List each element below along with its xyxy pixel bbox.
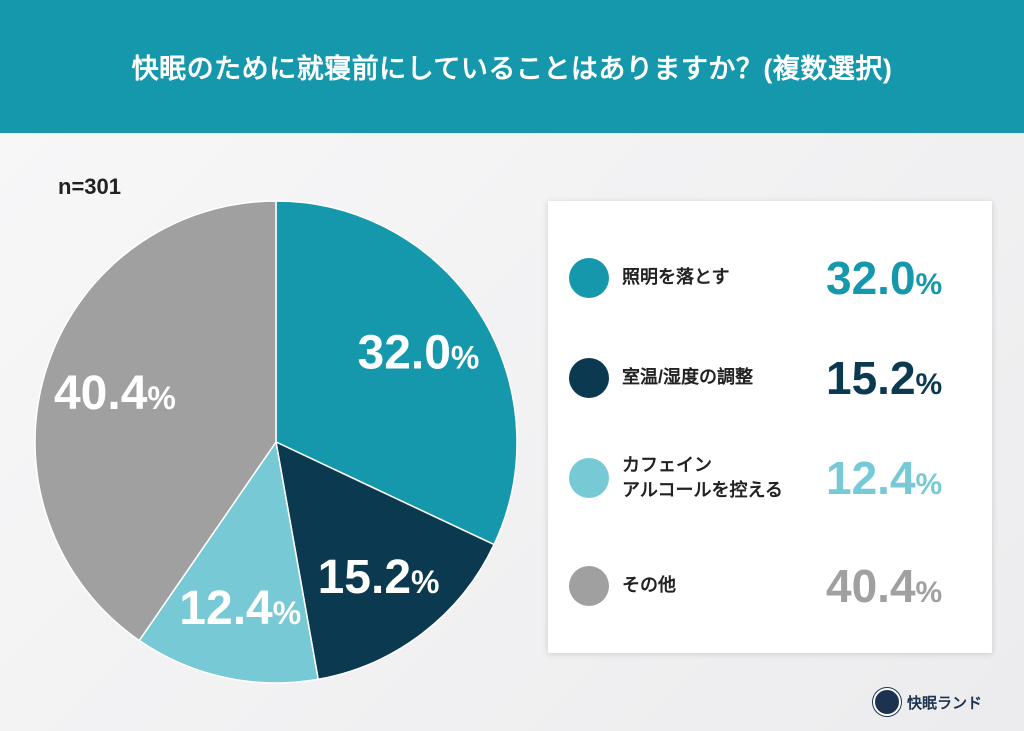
legend: 照明を落とす 32.0% 室温/湿度の調整 15.2% カフェイン アルコールを控える 12… [548, 201, 992, 653]
legend-value: 40.4% [826, 560, 943, 612]
pie-slice [275, 200, 518, 546]
chart-title: 快眠のために就寝前にしていることはありますか？(複数選択) [131, 54, 893, 84]
legend-color-dot [569, 566, 609, 606]
legend-label-line: その他 [622, 575, 676, 595]
pie-slice [34, 200, 277, 642]
legend-label: 照明を落とす [622, 265, 818, 290]
sample-size: n=301 [58, 174, 121, 199]
brand-name: 快眠ランド [907, 694, 983, 712]
legend-value: 12.4% [826, 452, 943, 504]
legend-item: その他 40.4% [548, 546, 992, 626]
legend-label: 室温/湿度の調整 [622, 365, 818, 390]
slice-label: 40.4% [54, 367, 176, 420]
legend-item: 室温/湿度の調整 15.2% [548, 338, 992, 418]
legend-item: カフェイン アルコールを控える 12.4% [548, 438, 992, 518]
legend-label-line: 照明を落とす [622, 267, 730, 287]
slice-label: 12.4% [179, 582, 301, 635]
slice-label: 15.2% [318, 551, 440, 604]
legend-label: その他 [622, 573, 818, 598]
pie-slice [138, 440, 320, 684]
legend-label-line: アルコールを控える [622, 480, 783, 500]
pie-slice [275, 440, 496, 681]
title-bar: 快眠のために就寝前にしていることはありますか？(複数選択) [0, 0, 1024, 133]
legend-value: 32.0% [826, 252, 943, 304]
brand-logo-icon [873, 688, 901, 716]
legend-color-dot [569, 358, 609, 398]
legend-color-dot [569, 258, 609, 298]
legend-color-dot [569, 458, 609, 498]
pie-chart: 32.0% 15.2% 12.4% 40.4% [34, 200, 518, 684]
legend-value: 15.2% [826, 352, 943, 404]
legend-label: カフェインアルコールを控える [622, 453, 818, 503]
legend-label-line: カフェイン [622, 455, 712, 475]
brand-logo: 快眠ランド [873, 688, 982, 716]
legend-item: 照明を落とす 32.0% [548, 238, 992, 318]
legend-label-line: 室温/湿度の調整 [622, 367, 754, 387]
slice-label: 32.0% [358, 327, 480, 380]
